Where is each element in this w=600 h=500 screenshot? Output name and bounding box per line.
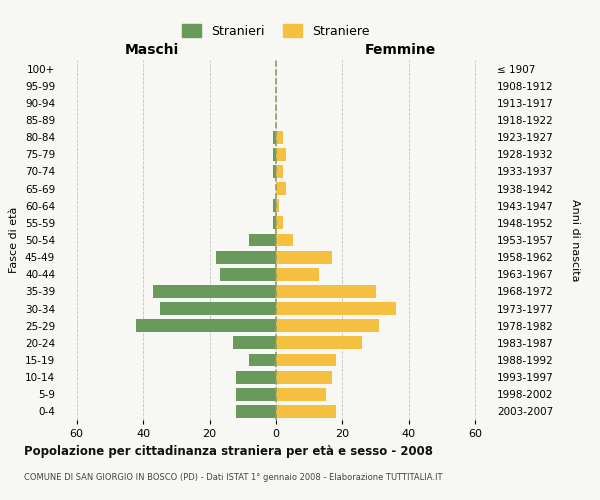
Y-axis label: Fasce di età: Fasce di età xyxy=(10,207,19,273)
Bar xyxy=(276,165,283,178)
Text: Maschi: Maschi xyxy=(124,42,179,56)
Bar xyxy=(276,354,336,366)
Bar xyxy=(276,148,286,160)
Bar xyxy=(236,388,276,400)
Bar xyxy=(276,405,336,418)
Bar xyxy=(276,370,332,384)
Bar xyxy=(216,250,276,264)
Bar xyxy=(233,336,276,349)
Bar xyxy=(276,200,280,212)
Bar xyxy=(272,200,276,212)
Text: Femmine: Femmine xyxy=(365,42,436,56)
Bar xyxy=(136,320,276,332)
Bar xyxy=(276,216,283,230)
Bar xyxy=(276,320,379,332)
Legend: Stranieri, Straniere: Stranieri, Straniere xyxy=(178,20,374,43)
Bar xyxy=(236,405,276,418)
Bar xyxy=(272,216,276,230)
Bar xyxy=(276,336,362,349)
Bar xyxy=(272,130,276,143)
Bar xyxy=(276,388,326,400)
Y-axis label: Anni di nascita: Anni di nascita xyxy=(570,198,580,281)
Bar xyxy=(220,268,276,280)
Bar xyxy=(250,354,276,366)
Text: Popolazione per cittadinanza straniera per età e sesso - 2008: Popolazione per cittadinanza straniera p… xyxy=(24,445,433,458)
Bar xyxy=(276,182,286,195)
Text: COMUNE DI SAN GIORGIO IN BOSCO (PD) - Dati ISTAT 1° gennaio 2008 - Elaborazione : COMUNE DI SAN GIORGIO IN BOSCO (PD) - Da… xyxy=(24,472,443,482)
Bar xyxy=(250,234,276,246)
Bar xyxy=(160,302,276,315)
Bar xyxy=(276,302,395,315)
Bar xyxy=(272,165,276,178)
Bar xyxy=(153,285,276,298)
Bar xyxy=(276,130,283,143)
Bar xyxy=(276,250,332,264)
Bar xyxy=(276,268,319,280)
Bar xyxy=(236,370,276,384)
Bar xyxy=(276,285,376,298)
Bar xyxy=(272,148,276,160)
Bar xyxy=(276,234,293,246)
